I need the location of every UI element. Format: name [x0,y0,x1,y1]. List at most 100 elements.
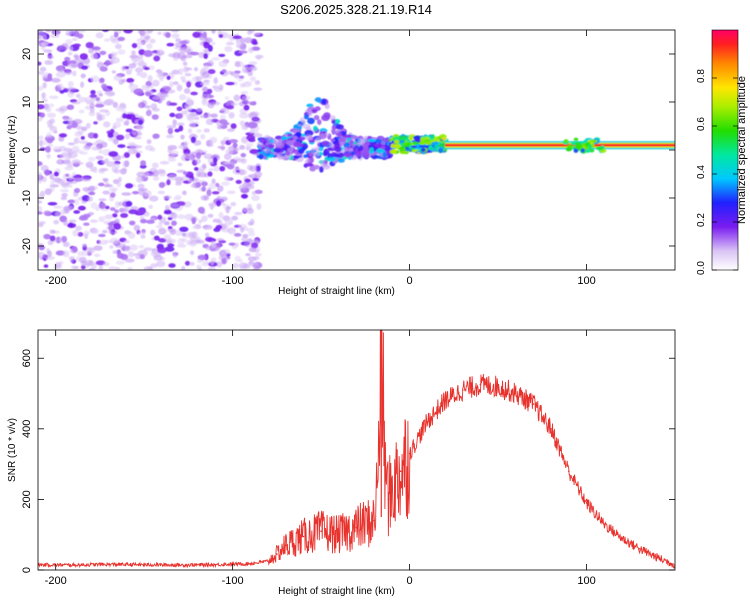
spectrogram-cell [63,219,68,226]
spectrogram-cell [157,247,167,254]
spectrogram-cell [191,217,196,225]
spectrogram-cell [77,232,84,237]
spectrogram-cell [66,162,73,168]
spectrogram-cell [47,73,53,79]
spectrogram-cell [53,205,63,209]
spectrogram-cell [299,117,305,124]
spectrogram-cell [141,84,150,91]
spectrogram-cell [211,57,221,61]
spectrogram-cell [206,88,213,95]
spectrogram-cell [234,242,240,248]
spectrogram-cell [121,167,128,172]
spectrogram-cell [42,74,47,80]
spectrogram-cell [203,112,211,118]
spectrogram-cell [176,169,186,173]
snr-panel: -200 -100 0 100 0 200 400 600 Height of straight… [7,329,676,597]
spectrogram-cell [197,259,203,264]
spectrogram-cell [60,188,70,193]
spectrogram-cell [178,125,184,132]
spectrogram-cell [197,206,205,214]
spectrogram-cell [249,218,255,226]
spectrogram-cell [267,144,275,149]
spectrogram-cell [83,222,90,226]
spectrogram-cell [108,224,114,232]
spectrogram-cell [192,31,201,38]
spectrogram-cell [115,106,126,112]
spectrogram-cell [87,196,94,202]
spectrogram-cell [99,77,105,83]
spectrogram-cell [60,208,66,215]
spectrogram-cell [148,195,159,202]
spectrogram-cell [345,134,352,139]
spectrogram-cell [136,72,141,77]
spectrogram-cell [105,205,110,210]
spectrogram-cell [203,64,209,70]
spectrogram-cell [248,30,255,34]
spectrogram-cell [163,210,172,215]
spectrogram-cell [175,38,181,43]
spectrogram-cell [380,145,386,150]
spectrogram-cell [152,175,160,181]
spectrogram-cell [109,245,114,249]
spectrogram-cell [181,79,186,83]
spectrogram-cell [73,187,81,194]
spectrogram-cell [331,125,337,130]
spectrogram-cell [183,201,192,208]
spectrogram-cell [79,151,88,155]
spectrogram-cell [182,171,188,175]
spectrogram-cell [80,81,85,88]
spectrogram-cell [218,84,224,91]
spectrogram-cell [195,152,202,159]
spectrogram-cell [203,128,210,133]
spectrogram-cell [220,146,225,151]
spectrogram-cell [368,144,375,149]
spectrogram-cell [153,235,160,241]
spectrogram-cell [205,118,214,126]
snr-point [267,560,269,562]
spectrogram-cell [208,168,214,172]
spectrogram-cell [367,138,376,143]
spectrogram-cell [201,93,210,101]
spectrogram-cell [132,131,143,137]
spectrogram-cell [88,110,96,117]
spectrogram-cell [135,67,144,73]
spectrogram-cell [47,112,56,118]
spectrogram-cell [252,177,260,182]
spectrogram-cell [72,229,79,237]
spectrogram-cell [180,75,186,81]
spectrogram-cell [228,112,235,119]
spectrogram-cell [190,250,195,256]
spectrogram-cell [211,178,216,184]
plot-frame [37,329,676,571]
spectrogram-cell [361,151,370,159]
spectrogram-cell [67,80,74,88]
spectrogram-cell [128,63,137,69]
colorbar-scale [711,29,739,271]
spectrogram-cell [207,171,213,177]
spectrogram-cell [139,164,147,169]
spectrogram-cell [254,189,263,195]
spectrogram-cell [178,47,188,54]
spectrogram-cell [99,109,109,113]
spectrogram-cell [200,195,210,201]
spectrogram-cell [225,81,235,86]
spectrogram-cell [404,148,412,152]
spectrogram-cell [88,48,94,54]
spectrogram-cell [248,174,253,178]
spectrogram-cell [98,202,107,209]
spectrogram-cell [103,179,109,183]
spectrogram-cell [233,94,241,102]
spectrogram-cell [313,152,321,158]
spectrogram-cell [337,152,345,158]
spectrogram-cell [201,186,206,192]
spectrogram-cell [103,239,113,244]
spectrogram-cell [225,42,235,46]
spectrogram-cell [67,51,73,56]
spectrogram-cell [399,135,408,141]
spectrogram-cell [38,30,44,36]
spectrogram-cell [74,131,83,137]
spectrogram-cell [186,81,192,88]
spectrogram-cell [357,138,366,145]
spectrogram-cell [82,187,90,192]
spectrogram-cell [321,98,327,105]
